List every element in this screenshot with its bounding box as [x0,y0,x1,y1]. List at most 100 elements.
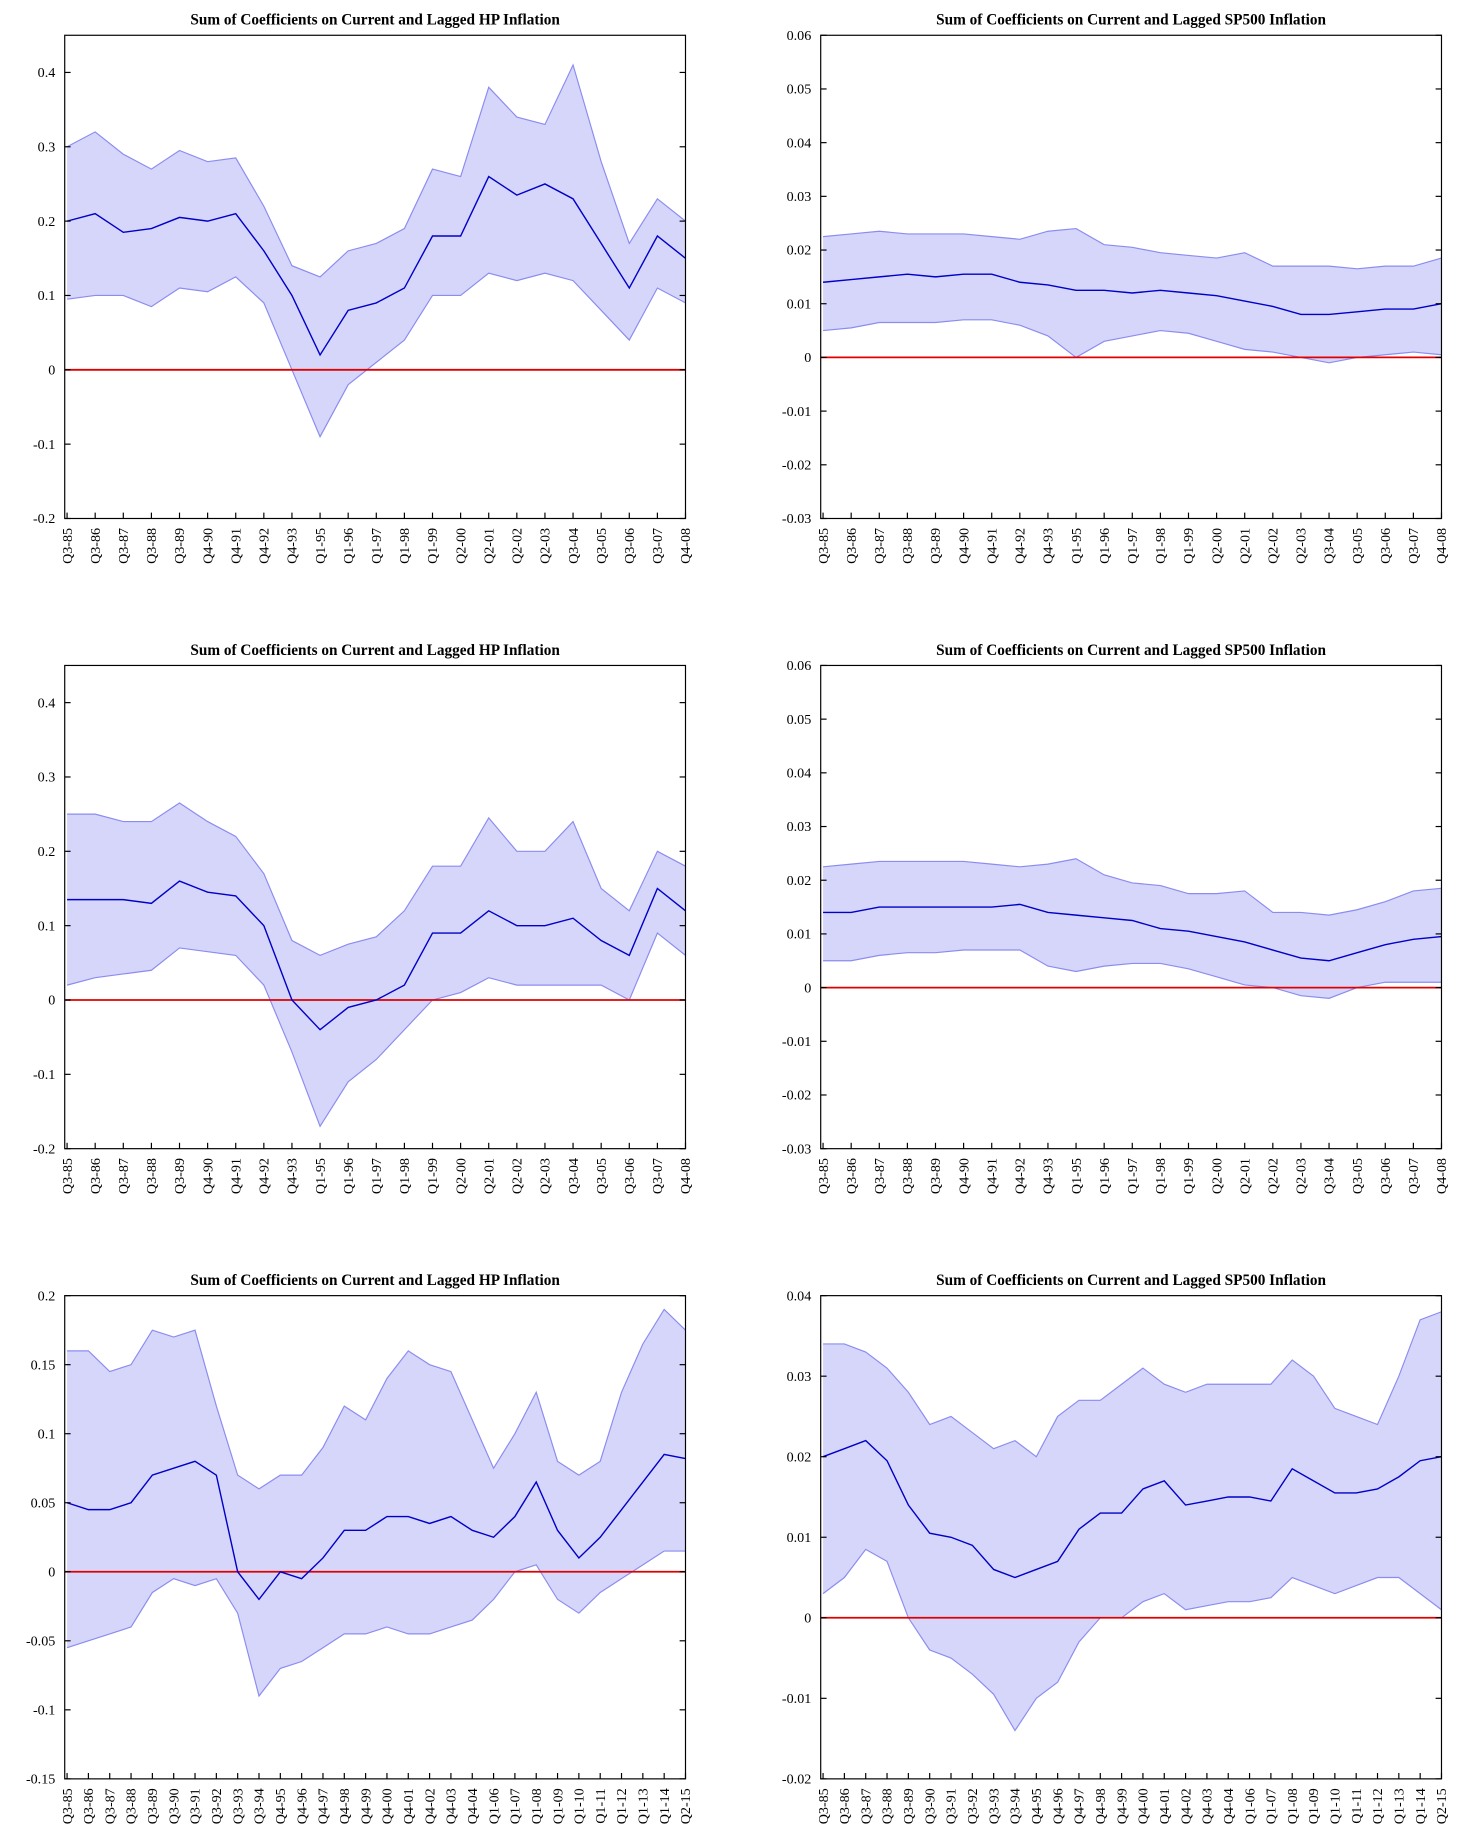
x-tick-label: Q2-00 [1209,1158,1225,1194]
chart-title: Sum of Coefficients on Current and Lagge… [936,1272,1326,1289]
x-tick-label: Q4-90 [956,528,972,564]
x-tick-label: Q1-99 [425,528,441,564]
x-tick-label: Q2-03 [538,1158,554,1194]
chart-title: Sum of Coefficients on Current and Lagge… [190,12,560,29]
x-tick-label: Q1-98 [397,528,413,564]
x-tick-label: Q3-86 [88,1158,104,1194]
x-tick-label: Q1-13 [636,1788,652,1824]
x-tick-label: Q3-89 [172,1158,188,1194]
x-tick-label: Q3-89 [928,1158,944,1194]
y-tick-label: 0 [804,350,811,366]
x-tick-label: Q4-08 [678,528,694,564]
y-tick-label: 0 [804,1610,811,1626]
x-tick-label: Q1-98 [397,1158,413,1194]
x-tick-label: Q4-90 [200,1158,216,1194]
x-tick-label: Q4-90 [200,528,216,564]
x-tick-label: Q2-02 [510,528,526,564]
x-tick-label: Q3-07 [650,528,666,564]
x-tick-label: Q3-04 [1322,1158,1338,1194]
x-tick-label: Q1-09 [1306,1788,1322,1824]
y-tick-label: 0.02 [787,873,812,889]
y-tick-label: 0.03 [787,819,812,835]
x-tick-label: Q4-91 [984,1158,1000,1194]
x-tick-label: Q3-86 [88,528,104,564]
x-tick-label: Q1-95 [313,1158,329,1194]
x-tick-label: Q3-89 [172,528,188,564]
x-tick-label: Q4-01 [1157,1788,1173,1824]
x-tick-label: Q1-99 [1181,1158,1197,1194]
y-tick-label: 0 [48,363,55,379]
x-tick-label: Q1-95 [1069,1158,1085,1194]
x-tick-label: Q2-02 [1266,528,1282,564]
y-tick-label: 0.2 [38,844,56,860]
x-tick-label: Q3-89 [145,1788,161,1824]
x-tick-label: Q4-04 [1221,1788,1237,1824]
x-tick-label: Q3-07 [1406,528,1422,564]
x-tick-label: Q3-05 [594,1158,610,1194]
y-tick-label: 0.1 [38,918,56,934]
x-tick-label: Q1-97 [369,1158,385,1194]
band-edge [66,272,686,439]
band-edge [67,802,686,957]
confidence-band [67,65,686,437]
x-tick-label: Q2-01 [1237,1158,1253,1194]
x-tick-label: Q3-89 [928,528,944,564]
x-tick-label: Q4-98 [337,1788,353,1824]
y-tick-label: -0.2 [33,1141,55,1157]
x-tick-label: Q4-91 [228,528,244,564]
x-tick-label: Q3-86 [81,1788,97,1824]
chart-title: Sum of Coefficients on Current and Lagge… [190,1272,560,1289]
x-tick-label: Q1-96 [341,1158,357,1194]
y-tick-label: 0.1 [38,288,56,304]
y-tick-label: 0.3 [38,139,56,155]
y-tick-label: 0.2 [38,1288,56,1304]
x-tick-label: Q1-97 [1125,528,1141,564]
band-edge [823,1311,1442,1458]
x-tick-label: Q2-00 [453,1158,469,1194]
x-tick-label: Q3-06 [622,528,638,564]
x-tick-label: Q3-06 [622,1158,638,1194]
x-tick-label: Q3-93 [230,1788,246,1824]
x-tick-label: Q1-97 [369,528,385,564]
x-tick-label: Q1-98 [1153,1158,1169,1194]
x-tick-label: Q4-97 [1072,1788,1088,1824]
x-tick-label: Q2-15 [1434,1788,1450,1824]
x-tick-label: Q3-88 [144,1158,160,1194]
x-tick-label: Q2-03 [538,528,554,564]
x-tick-label: Q4-90 [956,1158,972,1194]
x-tick-label: Q1-06 [486,1788,502,1824]
x-tick-label: Q3-87 [102,1788,118,1824]
x-tick-label: Q3-86 [844,1158,860,1194]
x-tick-label: Q3-88 [900,1158,916,1194]
x-tick-label: Q4-98 [1093,1788,1109,1824]
x-tick-label: Q3-91 [944,1788,960,1824]
x-tick-label: Q4-99 [1114,1788,1130,1824]
x-tick-label: Q1-99 [1181,528,1197,564]
x-tick-label: Q1-08 [1285,1788,1301,1824]
x-tick-label: Q1-14 [1413,1788,1429,1824]
x-tick-label: Q1-11 [593,1788,609,1824]
y-tick-label: 0.04 [787,1288,812,1304]
x-tick-label: Q4-04 [465,1788,481,1824]
x-tick-label: Q1-07 [508,1788,524,1824]
x-tick-label: Q3-85 [816,528,832,564]
x-tick-label: Q3-86 [844,528,860,564]
x-tick-label: Q2-03 [1294,1158,1310,1194]
x-tick-label: Q3-92 [965,1788,981,1824]
x-tick-label: Q3-88 [144,528,160,564]
y-tick-label: -0.2 [33,511,55,527]
chart-title: Sum of Coefficients on Current and Lagge… [936,642,1326,659]
y-tick-label: 0.02 [787,243,812,259]
x-tick-label: Q1-14 [657,1788,673,1824]
x-tick-label: Q1-96 [1097,528,1113,564]
y-tick-label: 0.1 [38,1426,56,1442]
x-tick-label: Q4-95 [1029,1788,1045,1824]
x-tick-label: Q4-03 [1200,1788,1216,1824]
x-tick-label: Q2-03 [1294,528,1310,564]
x-tick-label: Q4-92 [1013,1158,1029,1194]
x-tick-label: Q3-87 [116,528,132,564]
y-tick-label: 0.04 [787,766,812,782]
band-edge [823,858,1442,916]
x-tick-label: Q4-08 [1434,1158,1450,1194]
